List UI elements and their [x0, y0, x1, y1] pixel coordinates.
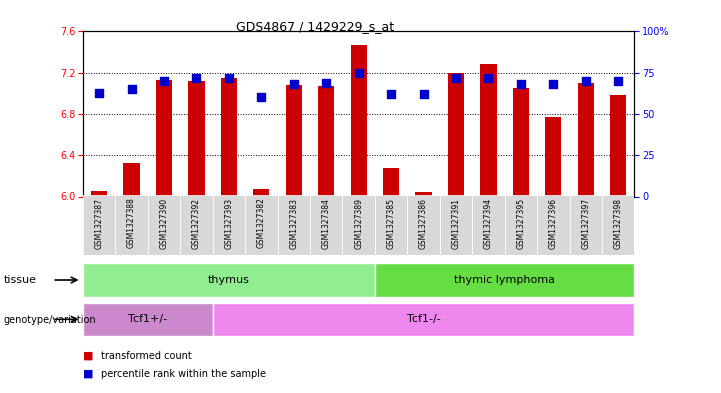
- Bar: [180, 195, 213, 255]
- Bar: [375, 195, 407, 255]
- Text: GSM1327395: GSM1327395: [516, 198, 526, 249]
- Point: [94, 89, 105, 95]
- Bar: [213, 195, 245, 255]
- Bar: [513, 88, 529, 196]
- Text: GSM1327394: GSM1327394: [484, 198, 493, 249]
- Bar: [188, 81, 205, 196]
- Bar: [123, 163, 140, 196]
- Point: [126, 86, 138, 92]
- Bar: [440, 195, 472, 255]
- Bar: [115, 195, 148, 255]
- Bar: [570, 195, 602, 255]
- Point: [580, 78, 592, 84]
- Point: [516, 81, 527, 87]
- Bar: [245, 195, 278, 255]
- Text: GSM1327393: GSM1327393: [224, 198, 234, 249]
- Point: [353, 70, 365, 76]
- Point: [386, 91, 397, 97]
- Point: [418, 91, 430, 97]
- Text: percentile rank within the sample: percentile rank within the sample: [101, 369, 266, 379]
- Bar: [578, 83, 594, 196]
- Text: GSM1327385: GSM1327385: [386, 198, 396, 249]
- Text: Tcf1-/-: Tcf1-/-: [407, 314, 441, 324]
- Bar: [545, 117, 562, 196]
- Text: GSM1327392: GSM1327392: [192, 198, 201, 249]
- Bar: [480, 64, 497, 196]
- Text: GSM1327386: GSM1327386: [419, 198, 428, 249]
- Bar: [383, 167, 399, 196]
- Text: GSM1327390: GSM1327390: [159, 198, 169, 249]
- Bar: [83, 263, 375, 297]
- Bar: [286, 85, 302, 196]
- Point: [548, 81, 559, 87]
- Point: [256, 94, 267, 101]
- Text: GSM1327389: GSM1327389: [354, 198, 363, 249]
- Bar: [448, 73, 464, 196]
- Bar: [310, 195, 342, 255]
- Text: GSM1327387: GSM1327387: [94, 198, 104, 249]
- Bar: [610, 95, 627, 196]
- Text: GDS4867 / 1429229_s_at: GDS4867 / 1429229_s_at: [236, 20, 394, 33]
- Bar: [213, 303, 634, 336]
- Text: thymic lymphoma: thymic lymphoma: [454, 275, 555, 285]
- Bar: [91, 191, 107, 196]
- Text: GSM1327388: GSM1327388: [127, 198, 136, 248]
- Bar: [407, 195, 440, 255]
- Text: GSM1327398: GSM1327398: [614, 198, 623, 249]
- Text: ■: ■: [83, 369, 94, 379]
- Point: [190, 75, 202, 81]
- Bar: [278, 195, 310, 255]
- Bar: [602, 195, 634, 255]
- Bar: [83, 195, 115, 255]
- Text: GSM1327391: GSM1327391: [451, 198, 461, 249]
- Bar: [375, 263, 634, 297]
- Bar: [537, 195, 570, 255]
- Text: tissue: tissue: [4, 275, 37, 285]
- Point: [321, 79, 332, 86]
- Bar: [253, 189, 270, 196]
- Point: [483, 75, 495, 81]
- Text: GSM1327397: GSM1327397: [581, 198, 590, 249]
- Text: GSM1327383: GSM1327383: [289, 198, 298, 249]
- Point: [613, 78, 624, 84]
- Bar: [342, 195, 375, 255]
- Text: thymus: thymus: [208, 275, 250, 285]
- Point: [451, 75, 462, 81]
- Bar: [318, 86, 335, 196]
- Bar: [83, 303, 213, 336]
- Text: GSM1327396: GSM1327396: [549, 198, 558, 249]
- Text: transformed count: transformed count: [101, 351, 192, 361]
- Point: [159, 78, 170, 84]
- Point: [288, 81, 300, 87]
- Text: Tcf1+/-: Tcf1+/-: [128, 314, 167, 324]
- Bar: [156, 80, 172, 196]
- Bar: [148, 195, 180, 255]
- Bar: [415, 192, 432, 196]
- Bar: [221, 78, 237, 196]
- Bar: [505, 195, 537, 255]
- Text: GSM1327384: GSM1327384: [322, 198, 331, 249]
- Text: ■: ■: [83, 351, 94, 361]
- Text: genotype/variation: genotype/variation: [4, 314, 96, 325]
- Text: GSM1327382: GSM1327382: [257, 198, 266, 248]
- Bar: [472, 195, 505, 255]
- Point: [224, 75, 235, 81]
- Bar: [350, 45, 367, 196]
